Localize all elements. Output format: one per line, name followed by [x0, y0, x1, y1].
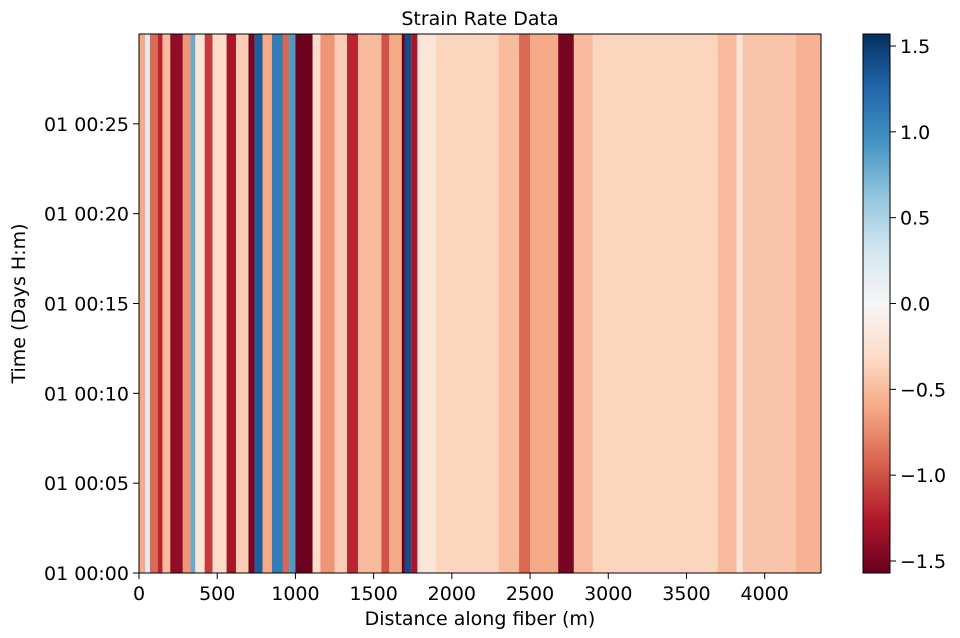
heatmap-band [573, 34, 593, 573]
heatmap-band [312, 34, 321, 573]
heatmap-band [347, 34, 358, 573]
heatmap-plot-area [138, 33, 822, 574]
colorbar-tick-label: 0.0 [900, 294, 930, 316]
x-axis: 0 500 1000 1500 2000 2500 3000 3500 4000 [133, 573, 789, 605]
colorbar: 1.5 1.0 0.5 0.0 −0.5 −1.0 −1.5 [862, 33, 946, 574]
heatmap-band [592, 34, 718, 573]
heatmap-band [182, 34, 191, 573]
x-tick-label: 0 [133, 583, 145, 605]
y-tick-label: 01 00:25 [44, 114, 129, 136]
heatmap-band [558, 34, 574, 573]
x-tick-label: 1500 [349, 583, 397, 605]
y-tick-label: 01 00:20 [44, 204, 129, 226]
colorbar-tick-label: 1.0 [900, 122, 930, 144]
heatmap-band [530, 34, 559, 573]
x-tick-label: 1000 [271, 583, 319, 605]
heatmap-band [254, 34, 263, 573]
heatmap-band [519, 34, 531, 573]
heatmap-band [736, 34, 743, 573]
y-axis-label: Time (Days H:m) [8, 223, 30, 384]
y-tick-label: 01 00:05 [44, 473, 129, 495]
heatmap-band [212, 34, 227, 573]
x-tick-label: 4000 [741, 583, 789, 605]
y-axis: 01 00:00 01 00:05 01 00:10 01 00:15 01 00:20… [44, 114, 139, 585]
heatmap-band [357, 34, 382, 573]
heatmap-band [401, 34, 405, 573]
y-tick-label: 01 00:15 [44, 294, 129, 316]
heatmap-band [204, 34, 213, 573]
colorbar-tick-label: 0.5 [900, 208, 930, 230]
heatmap-band [195, 34, 205, 573]
colorbar-tick-label: −0.5 [900, 379, 946, 401]
heatmap-band [262, 34, 272, 573]
heatmap-band [226, 34, 236, 573]
heatmap-band [149, 34, 158, 573]
x-tick-label: 2000 [428, 583, 476, 605]
heatmap-band [271, 34, 283, 573]
heatmap-band [404, 34, 412, 573]
heatmap-band [717, 34, 737, 573]
y-tick-label: 01 00:00 [44, 563, 129, 585]
heatmap-band [248, 34, 255, 573]
heatmap-band [282, 34, 290, 573]
heatmap-band [170, 34, 183, 573]
heatmap-band [334, 34, 348, 573]
heatmap-band [145, 34, 150, 573]
heatmap-band [295, 34, 313, 573]
x-axis-label: Distance along fiber (m) [365, 608, 596, 630]
heatmap-band [320, 34, 335, 573]
heatmap-band [498, 34, 520, 573]
x-tick-label: 3500 [662, 583, 710, 605]
heatmap-band [436, 34, 499, 573]
chart-title: Strain Rate Data [401, 8, 558, 30]
y-tick-label: 01 00:10 [44, 383, 129, 405]
heatmap-band [411, 34, 418, 573]
heatmap-band [417, 34, 437, 573]
heatmap-band [795, 34, 821, 573]
colorbar-tick-label: −1.5 [900, 551, 946, 573]
heatmap-band [162, 34, 171, 573]
x-tick-label: 3000 [584, 583, 632, 605]
heatmap-band [235, 34, 249, 573]
heatmap-bands [139, 34, 821, 573]
heatmap-band [139, 34, 146, 573]
x-tick-label: 500 [199, 583, 235, 605]
heatmap-band [157, 34, 163, 573]
colorbar-ticks: 1.5 1.0 0.5 0.0 −0.5 −1.0 −1.5 [890, 36, 946, 573]
heatmap-band [389, 34, 402, 573]
colorbar-gradient [862, 33, 891, 574]
heatmap-band [289, 34, 296, 573]
heatmap-band [381, 34, 390, 573]
colorbar-tick-label: 1.5 [900, 36, 930, 58]
heatmap-band [190, 34, 196, 573]
heatmap-band [742, 34, 796, 573]
colorbar-tick-label: −1.0 [900, 465, 946, 487]
x-tick-label: 2500 [506, 583, 554, 605]
